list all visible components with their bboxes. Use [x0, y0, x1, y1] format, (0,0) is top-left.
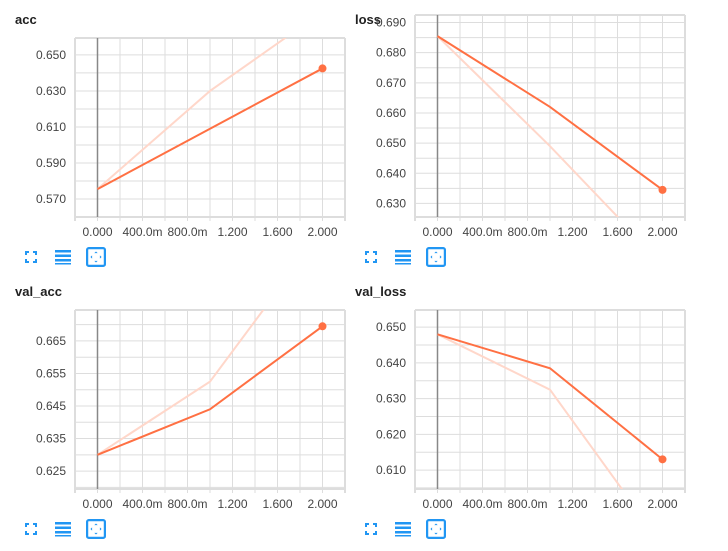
x-tick-label: 0.000: [422, 225, 452, 239]
series-line-raw: [436, 35, 620, 217]
y-tick-label: 0.655: [36, 366, 66, 380]
y-tick-label: 0.630: [36, 84, 66, 98]
series-line-smoothed: [97, 67, 323, 190]
y-tick-label: 0.610: [36, 120, 66, 134]
y-tick-label: 0.640: [376, 166, 406, 180]
y-tick-label: 0.640: [376, 356, 406, 370]
y-tick-label: 0.660: [376, 106, 406, 120]
x-tick-label: 400.0m: [122, 225, 162, 239]
y-tick-label: 0.590: [36, 156, 66, 170]
x-tick-label: 2.000: [647, 225, 677, 239]
x-tick-label: 1.200: [217, 225, 247, 239]
chart-loss: loss 0.630 0.640 0.650 0.660 0.670 0.680 0.690…: [340, 0, 690, 272]
last-point-marker: [658, 185, 667, 194]
chart-val-loss: val_loss 0.610 0.620 0.630 0.640 0.650 0.000 4…: [340, 272, 690, 544]
x-tick-label: 2.000: [307, 497, 337, 511]
fit-domain-icon[interactable]: [426, 519, 446, 544]
y-tick-label: 0.690: [376, 16, 406, 30]
last-point-marker: [658, 455, 667, 464]
y-tick-label: 0.630: [376, 196, 406, 210]
y-tick-label: 0.665: [36, 334, 66, 348]
fit-to-screen-icon[interactable]: [22, 248, 40, 271]
chart-title: acc: [15, 12, 37, 27]
x-tick-label: 800.0m: [507, 225, 547, 239]
x-tick-label: 800.0m: [167, 225, 207, 239]
y-tick-label: 0.650: [376, 136, 406, 150]
series-line-raw: [96, 38, 287, 190]
x-tick-label: 0.000: [82, 497, 112, 511]
chart-title: loss: [355, 12, 382, 27]
x-tick-label: 800.0m: [167, 497, 207, 511]
fit-domain-icon[interactable]: [426, 247, 446, 272]
last-point-marker: [318, 64, 327, 73]
fit-to-screen-icon[interactable]: [22, 520, 40, 543]
y-tick-label: 0.635: [36, 432, 66, 446]
chart-svg[interactable]: 0.630 0.640 0.650 0.660 0.670 0.680 0.690 0.000…: [340, 0, 690, 245]
chart-toolbar: [22, 247, 106, 272]
y-tick-label: 0.630: [376, 392, 406, 406]
y-tick-label: 0.610: [376, 463, 406, 477]
y-tick-label: 0.625: [36, 464, 66, 478]
toggle-log-scale-icon[interactable]: [394, 248, 412, 271]
chart-toolbar: [362, 247, 446, 272]
y-tick-label: 0.650: [36, 48, 66, 62]
x-tick-label: 0.000: [82, 225, 112, 239]
y-tick-label: 0.680: [376, 46, 406, 60]
chart-title: val_acc: [15, 284, 62, 299]
toggle-log-scale-icon[interactable]: [394, 520, 412, 543]
fit-domain-icon[interactable]: [86, 519, 106, 544]
fit-to-screen-icon[interactable]: [362, 520, 380, 543]
chart-svg[interactable]: 0.570 0.590 0.610 0.630 0.650 0.000 400.0m 800.…: [0, 0, 350, 245]
chart-svg[interactable]: 0.610 0.620 0.630 0.640 0.650 0.000 400.0m 800.…: [340, 272, 690, 517]
x-tick-label: 1.200: [557, 225, 587, 239]
fit-to-screen-icon[interactable]: [362, 248, 380, 271]
x-tick-label: 2.000: [307, 225, 337, 239]
chart-svg[interactable]: 0.625 0.635 0.645 0.655 0.665 0.000 400.0m 800.…: [0, 272, 350, 517]
series-line-smoothed: [97, 325, 324, 456]
chart-title: val_loss: [355, 284, 407, 299]
x-tick-label: 2.000: [647, 497, 677, 511]
y-tick-label: 0.645: [36, 399, 66, 413]
fit-domain-icon[interactable]: [86, 247, 106, 272]
chart-val-acc: val_acc 0.625 0.635 0.645 0.655 0.665 0.000 40…: [0, 272, 350, 544]
series-line-raw: [96, 310, 265, 456]
series-line-smoothed: [437, 333, 664, 461]
y-tick-label: 0.570: [36, 192, 66, 206]
y-tick-label: 0.670: [376, 76, 406, 90]
chart-toolbar: [22, 519, 106, 544]
x-tick-label: 1.600: [602, 225, 632, 239]
x-tick-label: 0.000: [422, 497, 452, 511]
x-tick-label: 1.200: [217, 497, 247, 511]
y-tick-label: 0.620: [376, 427, 406, 441]
toggle-log-scale-icon[interactable]: [54, 520, 72, 543]
y-tick-label: 0.650: [376, 320, 406, 334]
x-tick-label: 1.600: [262, 497, 292, 511]
chart-acc: acc 0.570 0.590 0.610 0.630 0.650 0.000 400.0m…: [0, 0, 350, 272]
x-tick-label: 1.600: [602, 497, 632, 511]
x-tick-label: 1.200: [557, 497, 587, 511]
x-tick-label: 1.600: [262, 225, 292, 239]
series-line-smoothed: [436, 35, 664, 191]
x-tick-label: 800.0m: [507, 497, 547, 511]
last-point-marker: [318, 322, 327, 331]
x-tick-label: 400.0m: [462, 497, 502, 511]
x-tick-label: 400.0m: [122, 497, 162, 511]
series-line-raw: [437, 333, 624, 489]
toggle-log-scale-icon[interactable]: [54, 248, 72, 271]
chart-toolbar: [362, 519, 446, 544]
x-tick-label: 400.0m: [462, 225, 502, 239]
